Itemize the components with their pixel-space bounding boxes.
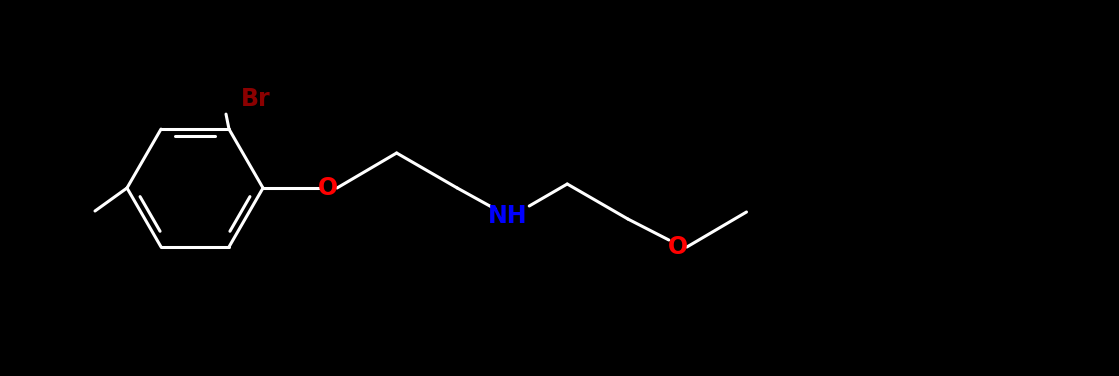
Text: O: O <box>668 235 688 259</box>
Text: NH: NH <box>488 204 527 228</box>
Text: Br: Br <box>241 87 271 111</box>
Text: O: O <box>318 176 338 200</box>
